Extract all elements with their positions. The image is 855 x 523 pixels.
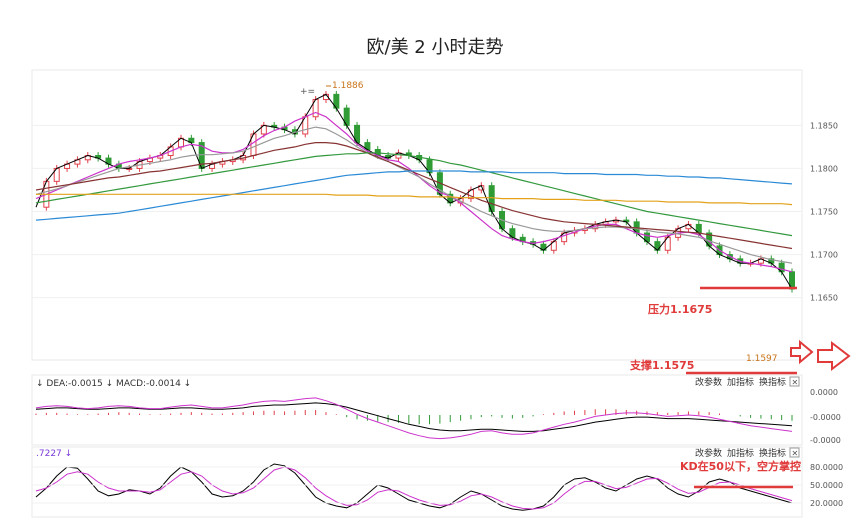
price-panel: 1.1850 1.1800 1.1750 1.1700 1.1650 1.1886 +=…: [31, 69, 838, 375]
series-line-ma-green: [35, 152, 793, 237]
series-line-ma-blue: [35, 170, 793, 221]
candlesticks: [43, 90, 795, 293]
macd-panel: ↓ DEA:-0.0015 ↓ MACD:-0.0014 ↓ 0.0000 -0.…: [31, 374, 841, 446]
price-tick-label: 1.1700: [810, 251, 838, 260]
macd-header: ↓ DEA:-0.0015 ↓ MACD:-0.0014 ↓: [36, 379, 191, 389]
macd-toolbar: 改参数 加指标 换指标 ✕: [695, 376, 800, 388]
toolbar-button[interactable]: 加指标: [727, 447, 754, 459]
kd-tick-label: 50.0000: [810, 481, 843, 490]
toolbar-button[interactable]: 改参数: [695, 447, 722, 459]
toolbar-button[interactable]: 换指标: [759, 376, 786, 388]
close-icon-glyph: ✕: [792, 378, 799, 387]
macd-tick-label: -0.0000: [810, 413, 841, 422]
price-tick-label: 1.1850: [810, 121, 838, 130]
toolbar-button[interactable]: 换指标: [759, 447, 786, 459]
series-line-ma-orange: [36, 193, 793, 206]
price-tick-label: 1.1650: [810, 294, 838, 303]
close-icon: [789, 447, 800, 458]
peak-price-label: 1.1886: [332, 81, 364, 91]
kd-line-k: [35, 463, 793, 511]
kd-y-axis: 80.0000 50.0000 20.0000: [810, 463, 843, 508]
macd-line-macd: [35, 397, 793, 440]
price-tick-label: 1.1800: [810, 164, 838, 173]
kd-toolbar: 改参数 加指标 换指标 ✕: [695, 447, 800, 459]
right-arrow-outline-icon: [817, 340, 851, 372]
macd-tick-label: 0.0000: [810, 388, 838, 397]
low-price-label: 1.1597: [746, 354, 778, 364]
series-line-ma-magenta: [35, 111, 793, 273]
support-label: 支撑1.1575: [629, 358, 694, 372]
macd-line-dea: [35, 402, 793, 432]
close-icon: [789, 376, 800, 387]
kd-annotation: KD在50以下，空方掌控: [680, 459, 801, 473]
macd-lines: [35, 397, 793, 440]
chart-title: 欧/美 2 小时走势: [367, 37, 504, 58]
kd-line-d: [35, 466, 793, 510]
price-tick-label: 1.1750: [810, 208, 838, 217]
macd-y-axis: 0.0000 -0.0000 -0.0000: [810, 388, 841, 445]
kd-tick-label: 80.0000: [810, 463, 843, 472]
series-line-ma-maroon: [35, 142, 793, 250]
moving-average-lines: [35, 93, 793, 290]
series-line-ma-grey: [35, 126, 793, 264]
close-icon-glyph: ✕: [792, 449, 799, 458]
price-y-axis: 1.1850 1.1800 1.1750 1.1700 1.1650: [810, 121, 838, 302]
resistance-label: 压力1.1675: [648, 302, 712, 316]
price-grid: [32, 124, 802, 299]
kd-tick-label: 20.0000: [810, 499, 843, 508]
kd-lines: [32, 463, 802, 511]
right-arrow-outline-icon: [790, 339, 814, 365]
kd-panel: .7227 ↓ 80.0000 50.0000 20.0000 改参数 加指标 换指标 ✕…: [31, 446, 843, 518]
macd-histogram: [35, 409, 793, 425]
toolbar-button[interactable]: 改参数: [695, 376, 722, 388]
macd-tick-label: -0.0000: [810, 436, 841, 445]
peak-marker: +=: [300, 87, 315, 97]
kd-header: .7227 ↓: [36, 449, 72, 459]
series-line-close: [35, 93, 793, 290]
toolbar-button[interactable]: 加指标: [727, 376, 754, 388]
